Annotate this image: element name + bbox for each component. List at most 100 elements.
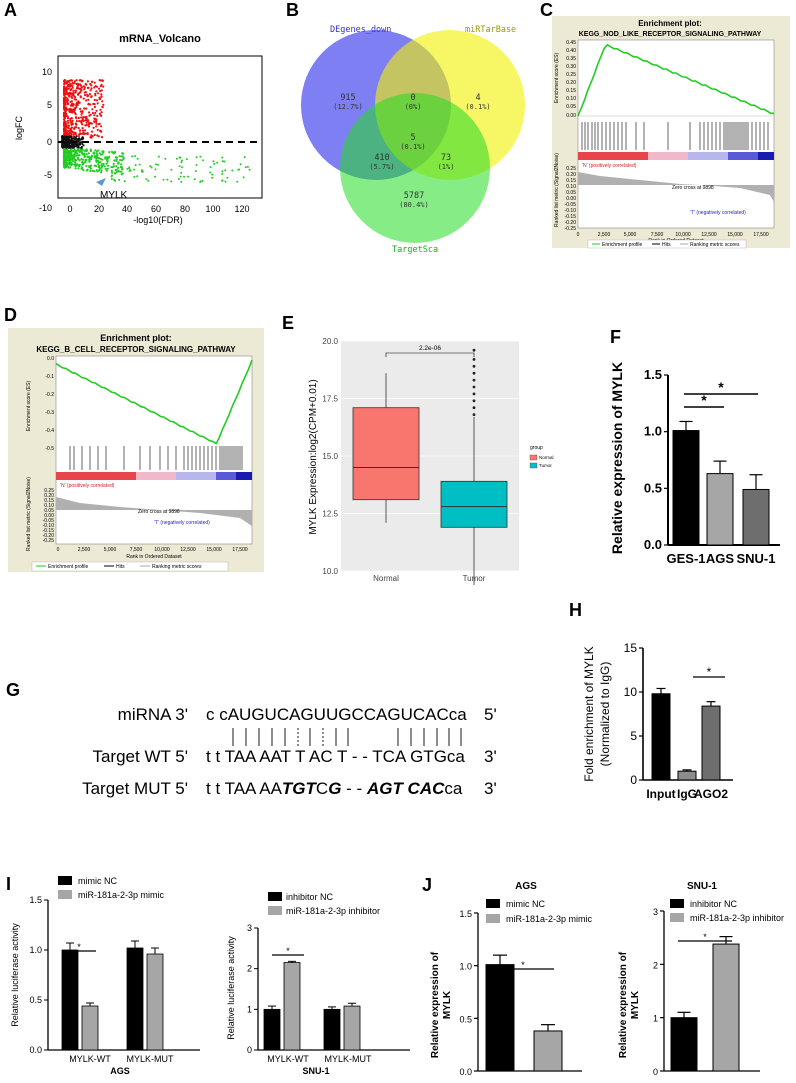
volcano-point-down (93, 152, 96, 155)
rank-x-tick: 17,500 (753, 232, 769, 238)
legend-swatch-mimic-nc (58, 876, 72, 885)
i-left-yticks: 0.0 0.5 1.0 1.5 (29, 895, 48, 1055)
volcano-point-down (236, 180, 239, 183)
volcano-point-down (115, 158, 118, 161)
i-right-x-label: SNU-1 (302, 1066, 329, 1076)
box-outlier (472, 399, 476, 403)
panel-label: C (540, 0, 553, 20)
volcano-point-down (185, 158, 188, 161)
venn-count: 5787 (404, 191, 424, 201)
volcano-point-up (95, 109, 98, 112)
box-outlier (472, 378, 476, 382)
volcano-point-down (101, 150, 105, 153)
f-bars (672, 420, 770, 546)
volcano-point-down (180, 161, 183, 164)
rank-tick: 0.25 (44, 488, 54, 494)
y-tick: 3 (653, 907, 658, 917)
negative-label: 'T' (negatively correlated) (690, 210, 746, 216)
volcano-point-down (118, 155, 121, 158)
volcano-point-up (80, 89, 83, 92)
volcano-point-up (93, 133, 96, 137)
volcano-point-up (77, 101, 80, 105)
volcano-point-ns (63, 135, 66, 138)
y-tick: 1.5 (29, 895, 42, 905)
es-tick: 0.20 (566, 80, 576, 86)
volcano-point-up (79, 132, 83, 135)
volcano-point-up (93, 86, 96, 89)
volcano-point-down (239, 163, 242, 166)
volcano-point-up (63, 89, 66, 92)
gsea-subtitle: KEGG_NOD_LIKE_RECEPTOR_SIGNALING_PATHWAY (579, 31, 762, 38)
volcano-point-ns (70, 138, 73, 141)
legend-swatch-inhibitor-nc (670, 899, 684, 908)
volcano-point-ns (63, 143, 66, 146)
volcano-point-up (81, 129, 85, 132)
volcano-point-up (70, 123, 73, 126)
volcano-point-down (81, 160, 84, 163)
y-tick: 1.0 (644, 424, 662, 439)
y-tick: 1 (247, 1004, 252, 1014)
volcano-point-up (91, 108, 94, 111)
rank-tick: -0.25 (565, 226, 577, 232)
es-tick: 0.30 (566, 64, 576, 70)
volcano-point-down (237, 168, 240, 171)
volcano-point-down (82, 158, 85, 161)
volcano-point-down (105, 158, 109, 161)
volcano-point-up (66, 97, 69, 100)
legend-label: miR-181a-2-3p mimic (78, 890, 165, 900)
legend-label: Hits (662, 242, 671, 248)
boxplot-boxes (352, 348, 508, 585)
volcano-point-up (90, 95, 93, 98)
legend-label: Enrichment profile (602, 242, 643, 248)
volcano-point-up (80, 116, 83, 119)
y-tick: -10 (39, 203, 52, 213)
y-tick: 17.5 (322, 395, 338, 404)
volcano-point-ns (78, 139, 80, 142)
volcano-point-up (88, 111, 91, 114)
volcano-point-down (89, 169, 92, 172)
volcano-point-up (66, 130, 70, 133)
volcano-point-ns (63, 137, 65, 140)
volcano-point-up (83, 88, 86, 91)
volcano-point-down (100, 166, 103, 169)
legend-label: inhibitor NC (286, 892, 334, 902)
volcano-point-down (75, 150, 78, 154)
volcano-point-down (128, 170, 131, 173)
volcano-point-up (68, 79, 71, 82)
venn-diagram: DEgenes_down miRTarBase TargetSca 915 (1… (301, 25, 525, 255)
j-left-yticks: 0.0 0.5 1.0 1.5 (459, 909, 478, 1077)
rank-tick: 0.20 (44, 493, 54, 499)
gsea-hits (69, 446, 243, 470)
volcano-point-down (140, 170, 143, 173)
bar (263, 1008, 281, 1051)
y-tick: 20.0 (322, 337, 338, 346)
volcano-point-up (63, 85, 66, 88)
volcano-point-ns (77, 143, 80, 146)
volcano-point-up (78, 129, 81, 132)
heatbar-lightblue (688, 152, 728, 160)
volcano-point-up (66, 80, 69, 83)
volcano-point-down (80, 151, 83, 154)
boxplot-e: 10.0 12.5 15.0 17.5 20.0 Normal Tumor MYLK E… (308, 337, 554, 585)
volcano-point-up (70, 132, 73, 135)
volcano-point-up (71, 108, 74, 111)
sig-star: * (521, 960, 525, 970)
legend-label: miR-181a-2-3p inhibitor (690, 913, 784, 923)
volcano-point-down (133, 168, 136, 171)
volcano-point-up (87, 125, 91, 128)
volcano-point-down (211, 176, 214, 179)
volcano-point-up (63, 122, 66, 125)
legend-label: miR-181a-2-3p inhibitor (286, 906, 380, 916)
volcano-point-up (95, 125, 98, 128)
rank-x-tick: 0 (577, 232, 580, 238)
y-tick: 1.5 (459, 909, 472, 919)
volcano-point-down (83, 156, 86, 159)
volcano-point-up (74, 90, 77, 93)
panel-h: H 0 5 10 15 Input IgG AGO2 Fold enrichment of… (565, 600, 796, 805)
i-left-x-label: AGS (110, 1066, 130, 1076)
rank-tick: 0.20 (566, 172, 576, 178)
rank-x-tick: 15,000 (727, 232, 743, 238)
volcano-point-down (63, 158, 66, 161)
volcano-point-up (67, 102, 70, 105)
volcano-point-down (100, 169, 103, 172)
